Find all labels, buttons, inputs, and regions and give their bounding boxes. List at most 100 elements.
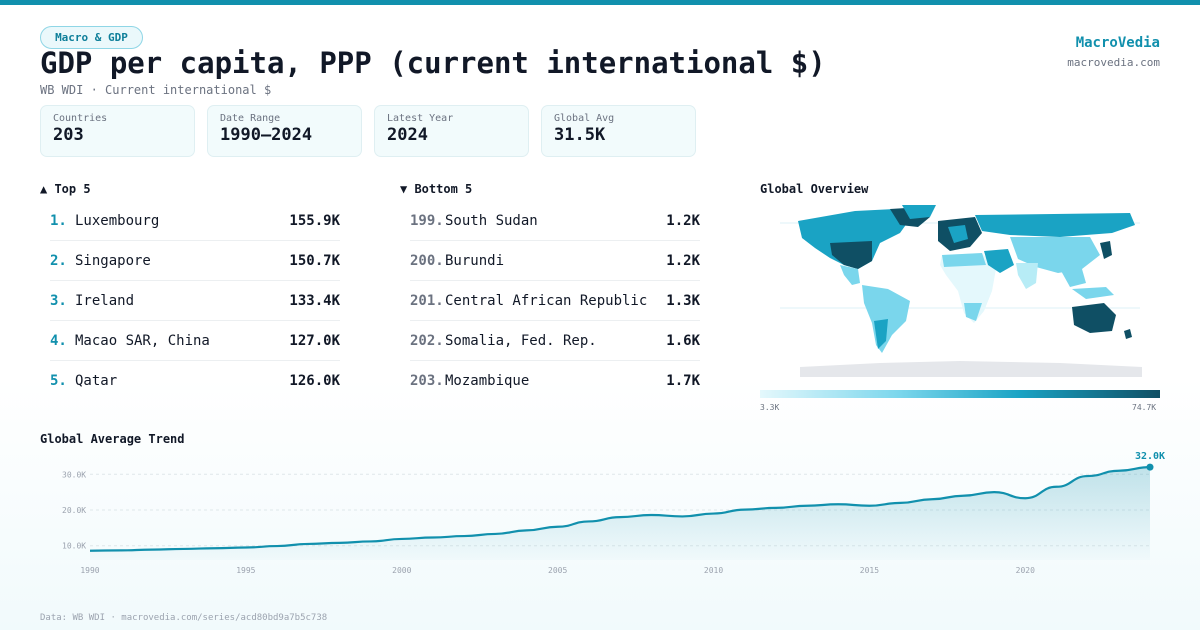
legend-min-label: 3.3K bbox=[760, 403, 780, 412]
world-map-svg bbox=[780, 205, 1142, 377]
country-name: South Sudan bbox=[445, 212, 538, 229]
footer-source: Data: WB WDI · macrovedia.com/series/acd… bbox=[40, 613, 328, 623]
x-tick-label: 2015 bbox=[860, 566, 879, 575]
stat-value: 2024 bbox=[387, 125, 428, 145]
rank-number: 199. bbox=[410, 212, 444, 229]
rank-number: 202. bbox=[410, 332, 444, 349]
map-region bbox=[984, 249, 1014, 273]
bottom5-list: 199. South Sudan 1.2K 200. Burundi 1.2K … bbox=[410, 201, 700, 401]
stat-card-countries: Countries 203 bbox=[40, 105, 195, 157]
brand-logo[interactable]: MacroVedia bbox=[1075, 35, 1160, 51]
rank-number: 5. bbox=[50, 373, 67, 389]
stat-value: 1990–2024 bbox=[220, 125, 313, 145]
country-name: Luxembourg bbox=[75, 212, 160, 229]
list-item[interactable]: 203. Mozambique 1.7K bbox=[410, 361, 700, 401]
x-tick-label: 2000 bbox=[392, 566, 411, 575]
country-name: Singapore bbox=[75, 252, 151, 269]
map-region bbox=[798, 209, 910, 269]
map-region bbox=[1124, 329, 1132, 339]
list-item[interactable]: 202. Somalia, Fed. Rep. 1.6K bbox=[410, 321, 700, 361]
page-subtitle: WB WDI · Current international $ bbox=[40, 83, 272, 97]
stat-label: Date Range bbox=[220, 113, 281, 124]
map-region bbox=[948, 225, 968, 243]
map-region bbox=[830, 241, 872, 269]
map-region bbox=[840, 265, 860, 285]
map-region bbox=[1072, 303, 1116, 333]
country-value: 1.7K bbox=[666, 373, 700, 389]
rank-number: 200. bbox=[410, 252, 444, 269]
list-item[interactable]: 3. Ireland 133.4K bbox=[50, 281, 340, 321]
map-region bbox=[975, 213, 1135, 237]
y-tick-label: 20.0K bbox=[62, 506, 86, 515]
list-item[interactable]: 5. Qatar 126.0K bbox=[50, 361, 340, 401]
list-item[interactable]: 2. Singapore 150.7K bbox=[50, 241, 340, 281]
country-value: 1.3K bbox=[666, 292, 700, 309]
x-tick-label: 1990 bbox=[80, 566, 99, 575]
stat-label: Global Avg bbox=[554, 113, 615, 124]
country-name: Central African Republic bbox=[445, 292, 648, 309]
map-heading: Global Overview bbox=[760, 182, 869, 196]
world-map[interactable] bbox=[760, 203, 1160, 381]
country-value: 155.9K bbox=[289, 212, 340, 229]
trend-heading: Global Average Trend bbox=[40, 432, 185, 446]
x-tick-label: 1995 bbox=[236, 566, 255, 575]
map-region-no-data bbox=[800, 361, 1142, 377]
map-region bbox=[1072, 287, 1114, 299]
country-name: Macao SAR, China bbox=[75, 332, 210, 349]
country-name: Somalia, Fed. Rep. bbox=[445, 332, 597, 349]
list-item[interactable]: 200. Burundi 1.2K bbox=[410, 241, 700, 281]
country-value: 133.4K bbox=[289, 292, 340, 309]
map-region bbox=[942, 253, 986, 267]
page-title: GDP per capita, PPP (current internation… bbox=[40, 46, 826, 80]
trend-chart[interactable]: 10.0K 20.0K 30.0K 1990 1995 2000 2005 2010 2015 2… bbox=[40, 450, 1170, 580]
rank-number: 201. bbox=[410, 292, 444, 309]
bottom5-heading: ▼ Bottom 5 bbox=[400, 182, 473, 196]
map-region bbox=[862, 285, 910, 353]
country-value: 126.0K bbox=[289, 373, 340, 389]
rank-number: 1. bbox=[50, 212, 67, 229]
y-tick-label: 10.0K bbox=[62, 542, 86, 551]
map-region bbox=[964, 303, 982, 321]
map-region bbox=[874, 319, 888, 349]
legend-max-label: 74.7K bbox=[1132, 403, 1157, 412]
rank-number: 203. bbox=[410, 373, 444, 389]
trend-area bbox=[90, 467, 1150, 560]
trend-line bbox=[89, 466, 1151, 552]
rank-number: 3. bbox=[50, 292, 67, 309]
list-item[interactable]: 199. South Sudan 1.2K bbox=[410, 201, 700, 241]
stat-value: 203 bbox=[53, 125, 84, 145]
list-item[interactable]: 4. Macao SAR, China 127.0K bbox=[50, 321, 340, 361]
x-tick-label: 2020 bbox=[1016, 566, 1035, 575]
rank-number: 2. bbox=[50, 252, 67, 269]
y-tick-label: 30.0K bbox=[62, 470, 86, 479]
stat-value: 31.5K bbox=[554, 125, 606, 145]
last-value-label: 32.0K bbox=[1135, 451, 1165, 462]
brand-url[interactable]: macrovedia.com bbox=[1067, 56, 1160, 69]
map-region bbox=[1060, 269, 1086, 287]
stat-card-date-range: Date Range 1990–2024 bbox=[207, 105, 362, 157]
country-name: Ireland bbox=[75, 292, 135, 309]
country-name: Qatar bbox=[75, 373, 118, 389]
country-name: Mozambique bbox=[445, 373, 530, 389]
map-region bbox=[940, 253, 996, 323]
trend-chart-svg: 10.0K 20.0K 30.0K 1990 1995 2000 2005 2010 2015 2… bbox=[62, 451, 1165, 575]
stat-label: Countries bbox=[53, 113, 108, 124]
rank-number: 4. bbox=[50, 332, 67, 349]
country-value: 1.6K bbox=[666, 332, 700, 349]
last-value-point[interactable] bbox=[1146, 463, 1154, 471]
stat-label: Latest Year bbox=[387, 113, 454, 124]
map-region bbox=[1016, 263, 1038, 289]
top-accent-bar bbox=[0, 0, 1200, 5]
category-tag[interactable]: Macro & GDP bbox=[40, 26, 143, 49]
top5-list: 1. Luxembourg 155.9K 2. Singapore 150.7K… bbox=[50, 201, 340, 401]
stat-card-latest-year: Latest Year 2024 bbox=[374, 105, 529, 157]
map-region bbox=[902, 205, 936, 219]
stat-card-global-avg: Global Avg 31.5K bbox=[541, 105, 696, 157]
country-name: Burundi bbox=[445, 252, 505, 269]
country-value: 127.0K bbox=[289, 332, 340, 349]
country-value: 1.2K bbox=[666, 252, 700, 269]
country-value: 150.7K bbox=[289, 252, 340, 269]
list-item[interactable]: 1. Luxembourg 155.9K bbox=[50, 201, 340, 241]
map-color-legend bbox=[760, 390, 1160, 398]
list-item[interactable]: 201. Central African Republic 1.3K bbox=[410, 281, 700, 321]
